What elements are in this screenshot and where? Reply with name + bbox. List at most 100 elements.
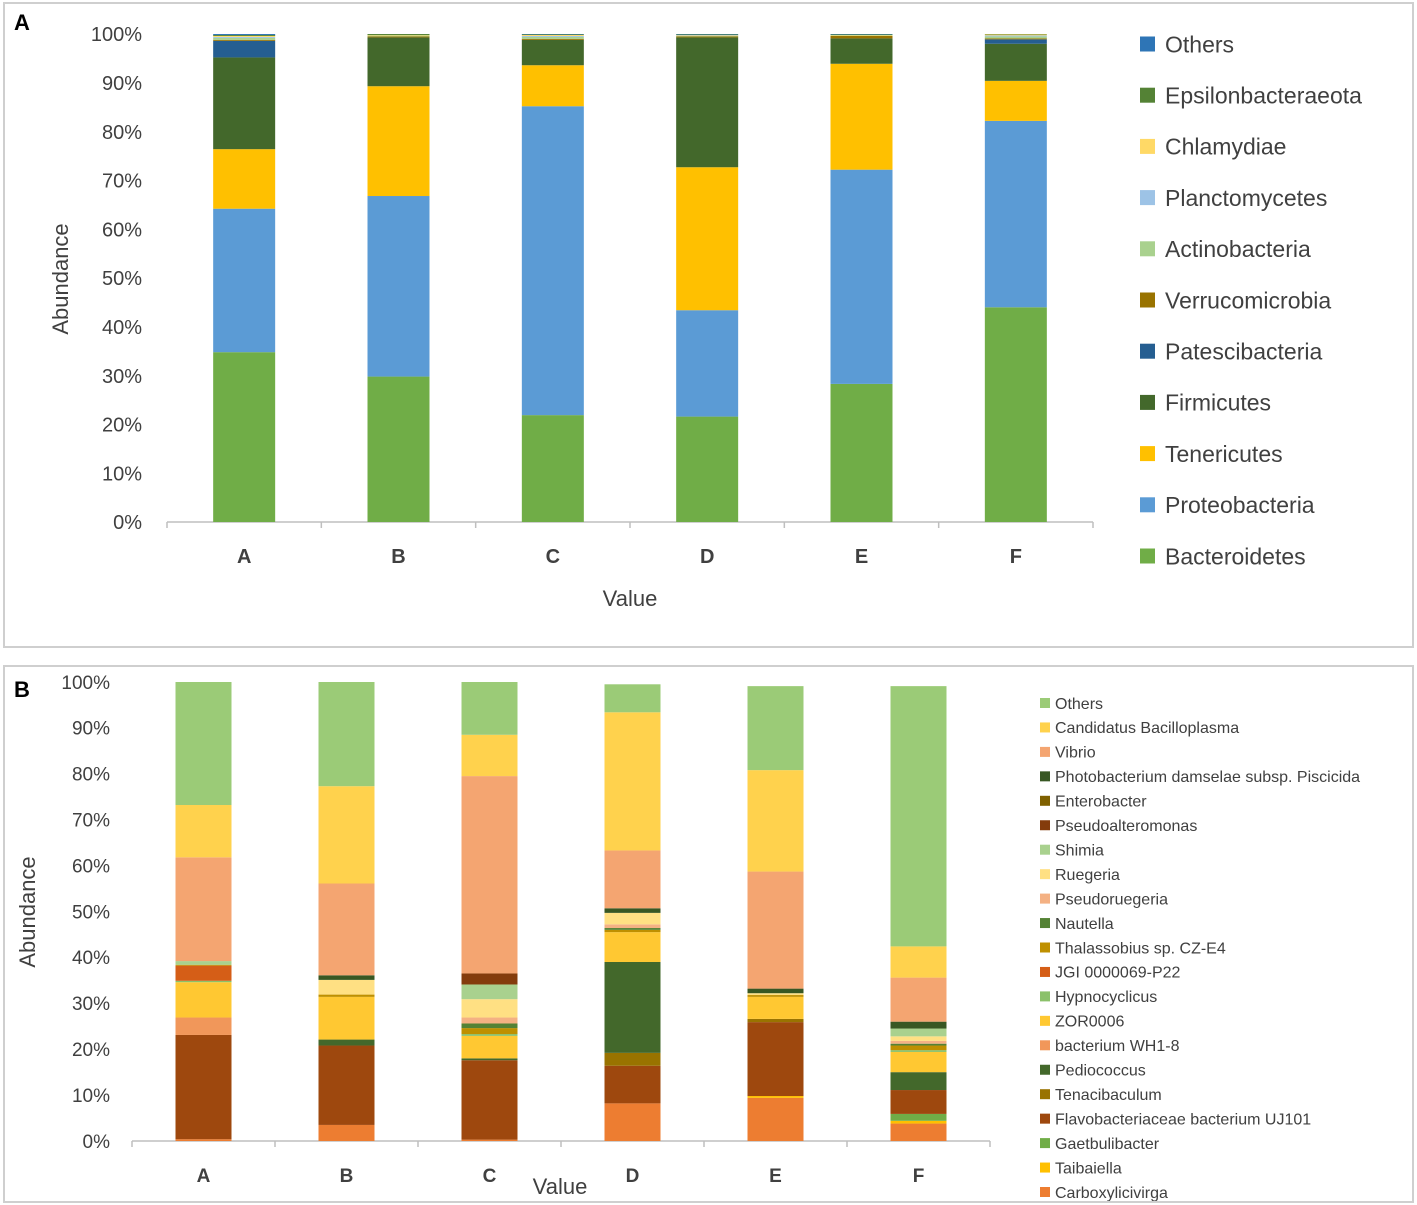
chart-b-legend-swatch <box>1040 795 1050 806</box>
chart-b-bar-segment <box>890 977 947 1022</box>
chart-b-legend-label: Thalassobius sp. CZ-E4 <box>1055 940 1226 957</box>
chart-b-legend-swatch <box>1040 869 1050 880</box>
chart-a-bar-segment <box>984 307 1047 522</box>
chart-b-bar-segment <box>890 1123 947 1141</box>
chart-a-bar-segment <box>213 149 276 209</box>
chart-b-legend-label: Pseudoalteromonas <box>1055 818 1197 835</box>
chart-b-bar-segment <box>890 1021 947 1029</box>
chart-b-bar-segment <box>890 1050 947 1052</box>
chart-b-legend-label: Pediococcus <box>1055 1063 1146 1080</box>
chart-a-bar-segment <box>676 36 739 38</box>
chart-b-ytick-label: 80% <box>72 765 110 786</box>
chart-b-ytick-label: 0% <box>83 1132 111 1153</box>
chart-b-ytick-label: 60% <box>72 856 110 877</box>
chart-b-bar-segment <box>604 684 661 713</box>
chart-a-legend-swatch <box>1140 497 1155 513</box>
chart-b-legend-swatch <box>1040 820 1050 831</box>
chart-b-bar-segment <box>461 1023 518 1029</box>
chart-a-legend-label: Actinobacteria <box>1165 236 1311 262</box>
chart-b-legend-label: Photobacterium damselae subsp. Piscicida <box>1055 769 1360 786</box>
chart-b-bar-segment <box>461 973 518 985</box>
chart-b-bar-segment <box>175 961 232 965</box>
chart-a-bar-segment <box>830 35 893 39</box>
chart-a-category-label: F <box>1010 546 1022 568</box>
chart-a-category-label: D <box>700 546 714 568</box>
chart-a-bar-segment <box>521 35 584 37</box>
chart-b-legend-swatch <box>1040 918 1050 929</box>
chart-b-x-axis-title: Value <box>533 1174 588 1199</box>
chart-b-bar-segment <box>747 686 804 771</box>
chart-a-bar-segment <box>367 37 430 87</box>
chart-a-legend-swatch <box>1140 138 1155 154</box>
chart-a-bar-segment <box>367 36 430 38</box>
chart-b-bar-segment <box>318 994 375 997</box>
chart-b-bar-segment <box>890 1051 947 1073</box>
chart-b-legend-label: Taibaiella <box>1055 1160 1122 1177</box>
chart-b-bar-segment <box>747 1097 804 1141</box>
chart-a-legend-swatch <box>1140 343 1155 359</box>
chart-a-bar-segment <box>521 415 584 522</box>
chart-a-ytick-label: 60% <box>102 219 142 241</box>
chart-b-bar-segment <box>318 975 375 980</box>
chart-b-legend-swatch <box>1040 722 1050 733</box>
chart-a-bar-segment <box>213 352 276 522</box>
chart-b-bar-segment <box>890 1113 947 1121</box>
chart-a-bar-segment <box>676 310 739 417</box>
chart-b-bar-segment <box>890 946 947 978</box>
chart-b-bar-segment <box>175 965 232 981</box>
chart-b-bar-segment <box>461 682 518 735</box>
chart-b-legend-swatch <box>1040 1187 1050 1197</box>
chart-a-bar-segment <box>984 43 1047 81</box>
chart-b-ytick-label: 90% <box>72 719 110 740</box>
chart-b-legend-swatch <box>1040 1040 1050 1051</box>
chart-b-bar-segment <box>890 1028 947 1037</box>
chart-b-category-label: E <box>769 1166 782 1187</box>
chart-b-category-label: B <box>340 1166 354 1187</box>
chart-b-ytick-label: 30% <box>72 994 110 1015</box>
chart-b-legend-label: JGI 0000069-P22 <box>1055 965 1181 982</box>
chart-b-bar-segment <box>604 924 661 929</box>
chart-a-bar-segment <box>984 80 1047 121</box>
chart-b-legend-label: Nautella <box>1055 916 1114 933</box>
chart-b-bar-segment <box>747 1096 804 1098</box>
chart-b-bar-segment <box>175 982 232 1018</box>
chart-a-category-label: C <box>546 546 560 568</box>
chart-a-bar-segment <box>367 196 430 377</box>
chart-a-ytick-label: 10% <box>102 463 142 485</box>
chart-b-legend-swatch <box>1040 771 1050 782</box>
chart-a-ytick-label: 40% <box>102 317 142 339</box>
chart-a-bar-segment <box>830 38 893 64</box>
chart-a-ytick-label: 100% <box>91 24 142 46</box>
chart-a-bar-segment <box>213 40 276 58</box>
chart-b-legend-label: Vibrio <box>1055 745 1096 762</box>
chart-b-bar-segment <box>461 984 518 1000</box>
chart-b-category-label: F <box>913 1166 925 1187</box>
chart-b-legend-label: Tenacibaculum <box>1055 1087 1162 1104</box>
chart-b-bar-segment <box>175 805 232 858</box>
chart-a-category-label: B <box>391 546 405 568</box>
chart-b-bar-segment <box>604 928 661 930</box>
chart-a-svg: 0% 10% 20% 30% 40% 50% 60% 70% 80% 90% 100% A B C D E F V… <box>48 24 1362 611</box>
chart-a-bar-segment <box>521 36 584 39</box>
chart-a-legend-label: Firmicutes <box>1165 390 1271 416</box>
chart-a-legend-label: Chlamydiae <box>1165 134 1286 160</box>
chart-a-bar-segment <box>367 34 430 35</box>
chart-a-bar-segment <box>213 208 276 353</box>
chart-b-ytick-label: 10% <box>72 1086 110 1107</box>
chart-a-ytick-label: 80% <box>102 122 142 144</box>
chart-b-bar-segment <box>747 996 804 1019</box>
chart-a-legend-swatch <box>1140 446 1155 462</box>
chart-b-legend-swatch <box>1040 991 1050 1002</box>
chart-a-bar-segment <box>984 35 1047 37</box>
chart-b-bar-segment <box>175 964 232 966</box>
chart-a-y-axis-title: Abundance <box>48 223 73 334</box>
chart-b-legend-swatch <box>1040 1015 1050 1026</box>
chart-b-bar-segment <box>604 1052 661 1066</box>
chart-b-legend-swatch <box>1040 1113 1050 1124</box>
chart-b-bar-segment <box>318 883 375 976</box>
chart-a-legend-swatch <box>1140 36 1155 52</box>
chart-b-svg: 0% 10% 20% 30% 40% 50% 60% 70% 80% 90% 100% A B C D E F V… <box>15 673 1360 1201</box>
chart-b-legend-swatch <box>1040 893 1050 904</box>
panel-b: 0% 10% 20% 30% 40% 50% 60% 70% 80% 90% 100% A B C D E F V… <box>3 665 1414 1203</box>
chart-b-bar-segment <box>461 1034 518 1036</box>
